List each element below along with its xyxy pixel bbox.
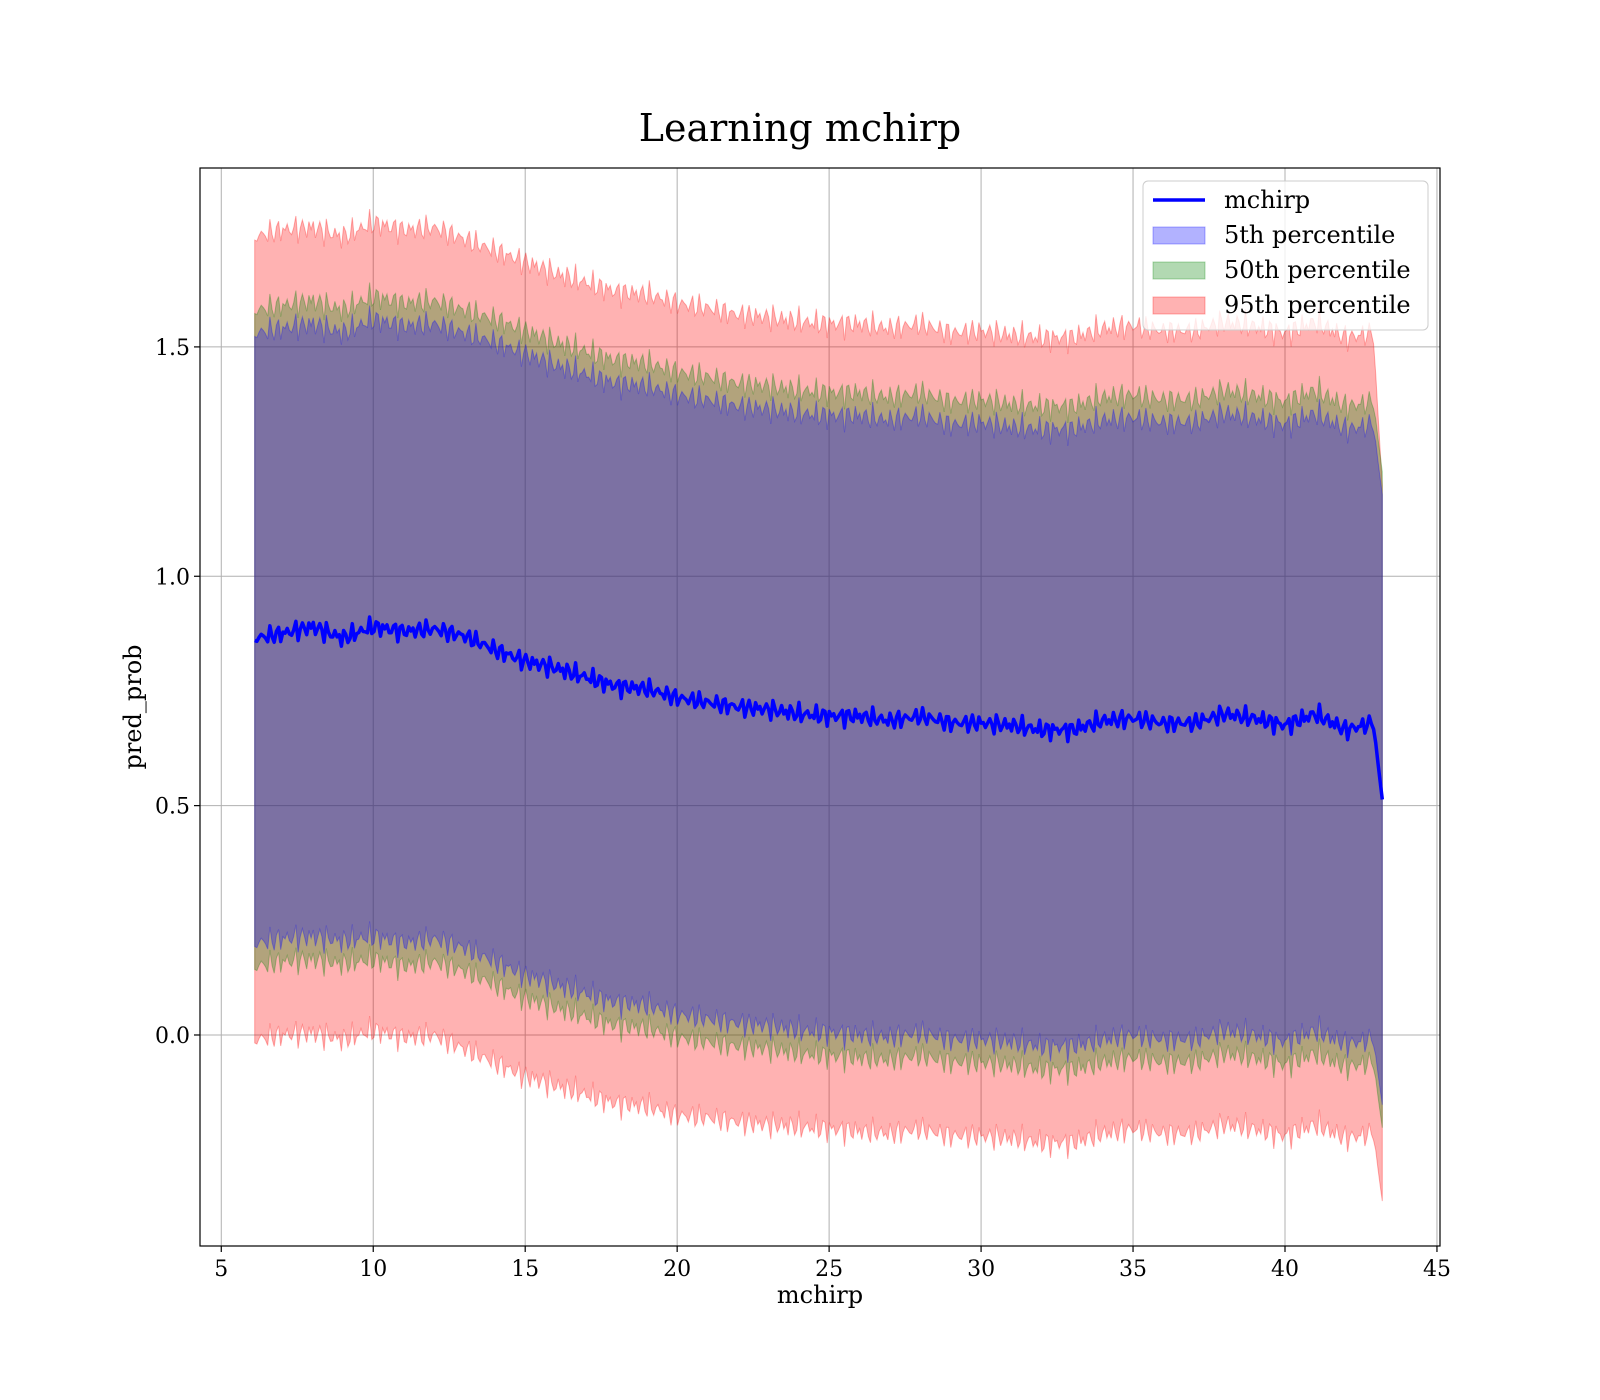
band-5th-percentile <box>254 305 1383 1105</box>
legend-swatch-5th <box>1152 226 1206 245</box>
x-tick-label: 45 <box>1423 1257 1451 1282</box>
legend-swatch-50th <box>1152 261 1206 280</box>
band-95th-percentile <box>254 209 1383 1202</box>
axis-ticks: 5 10 15 20 25 30 35 40 45 0.0 0.5 1.0 1.5 <box>155 336 1451 1282</box>
y-tick-label: 0.0 <box>155 1024 190 1049</box>
band-50th-percentile <box>254 282 1383 1128</box>
x-axis-label: mchirp <box>777 1281 863 1309</box>
plot-frame <box>199 167 1441 1247</box>
legend-label-5th: 5th percentile <box>1224 221 1395 249</box>
mchirp-line <box>254 615 1385 800</box>
x-tick-label: 40 <box>1271 1257 1299 1282</box>
percentile-bands <box>254 209 1383 1202</box>
y-tick-label: 1.5 <box>155 336 190 361</box>
y-axis-label: pred_prob <box>119 644 147 769</box>
legend: mchirp 5th percentile 50th percentile 95… <box>1142 180 1429 331</box>
x-tick-label: 5 <box>214 1257 228 1282</box>
y-tick-label: 0.5 <box>155 795 190 820</box>
x-tick-label: 25 <box>815 1257 843 1282</box>
legend-label-mchirp: mchirp <box>1224 186 1310 214</box>
mchirp-line-layer <box>254 615 1385 800</box>
x-tick-label: 20 <box>663 1257 691 1282</box>
legend-box <box>1142 180 1429 331</box>
x-tick-label: 15 <box>511 1257 539 1282</box>
x-tick-label: 10 <box>359 1257 387 1282</box>
legend-swatch-95th <box>1152 296 1206 315</box>
x-tick-label: 35 <box>1119 1257 1147 1282</box>
chart-title: Learning mchirp <box>639 106 961 150</box>
legend-label-95th: 95th percentile <box>1224 291 1411 319</box>
x-tick-label: 30 <box>967 1257 995 1282</box>
legend-label-50th: 50th percentile <box>1224 256 1411 284</box>
y-tick-label: 1.0 <box>155 565 190 590</box>
grid <box>200 168 1440 1246</box>
